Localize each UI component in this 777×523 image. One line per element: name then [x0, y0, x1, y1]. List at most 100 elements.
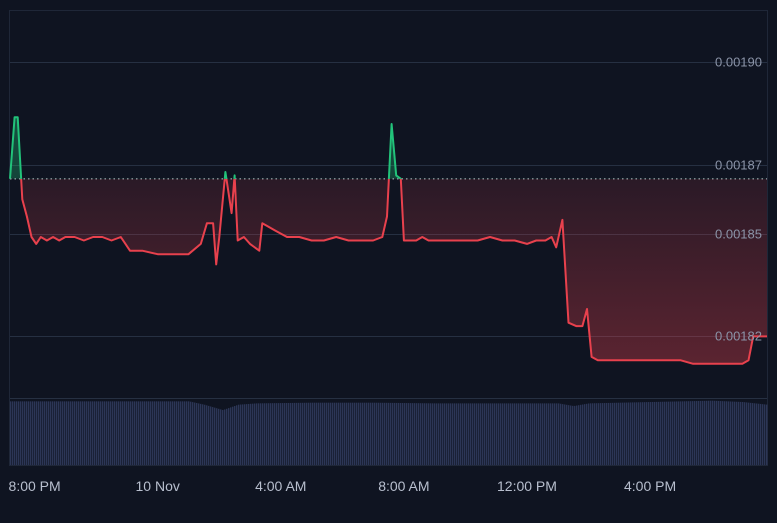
volume-bar — [762, 404, 764, 465]
volume-bar — [664, 401, 666, 465]
volume-bar — [18, 401, 20, 465]
volume-bar — [106, 401, 108, 465]
volume-bar — [152, 401, 154, 465]
volume-bar — [496, 403, 498, 465]
volume-bar — [708, 400, 710, 465]
volume-bar — [206, 405, 208, 465]
volume-bar — [54, 401, 56, 465]
volume-bar — [192, 402, 194, 465]
volume-bar — [376, 402, 378, 465]
volume-bar — [350, 402, 352, 465]
volume-bar — [334, 402, 336, 465]
volume-bar — [436, 403, 438, 465]
volume-bar — [124, 401, 126, 465]
volume-bar — [220, 409, 222, 465]
volume-bar — [568, 405, 570, 465]
volume-bar — [226, 408, 228, 465]
volume-bar — [194, 402, 196, 465]
volume-bar — [560, 403, 562, 465]
volume-bar — [626, 402, 628, 465]
volume-bar — [712, 400, 714, 465]
volume-bar — [526, 403, 528, 465]
volume-bar — [692, 401, 694, 465]
volume-bar — [62, 401, 64, 465]
volume-bar — [26, 401, 28, 465]
volume-bar — [484, 403, 486, 465]
volume-bar — [402, 403, 404, 465]
area-fill — [10, 117, 767, 364]
volume-bar — [528, 403, 530, 465]
volume-bar — [460, 403, 462, 465]
volume-bar — [574, 405, 576, 465]
volume-bar — [502, 403, 504, 465]
volume-bar — [534, 403, 536, 465]
volume-bar — [186, 401, 188, 465]
volume-bar — [50, 401, 52, 465]
volume-bar — [84, 401, 86, 465]
volume-bar — [328, 402, 330, 465]
volume-bar — [30, 401, 32, 465]
volume-bar — [580, 404, 582, 465]
y-axis: 0.00190 0.00187 0.00185 0.00182 — [715, 55, 762, 344]
volume-bar — [662, 401, 664, 465]
volume-bar — [392, 402, 394, 465]
volume-bar — [348, 402, 350, 465]
volume-bar — [12, 401, 14, 465]
volume-bar — [10, 401, 12, 465]
volume-bar — [640, 402, 642, 465]
volume-bar — [272, 403, 274, 465]
volume-bar — [590, 403, 592, 465]
volume-bar — [214, 407, 216, 465]
volume-bar — [228, 408, 230, 465]
volume-bar — [672, 401, 674, 465]
volume-bar — [246, 404, 248, 465]
volume-bar — [656, 401, 658, 465]
x-tick-label: 4:00 PM — [624, 478, 676, 494]
y-tick-label: 0.00182 — [715, 329, 762, 344]
volume-bar — [736, 401, 738, 465]
volume-bar — [448, 403, 450, 465]
x-axis: 8:00 PM 10 Nov 4:00 AM 8:00 AM 12:00 PM 4:00 … — [9, 478, 677, 494]
volume-bar — [398, 402, 400, 465]
volume-bar — [524, 403, 526, 465]
volume-bar — [282, 403, 284, 465]
volume-bar — [418, 403, 420, 465]
volume-bar — [384, 402, 386, 465]
volume-bar — [302, 402, 304, 465]
volume-bar — [680, 401, 682, 465]
volume-bar — [40, 401, 42, 465]
volume-bar — [584, 404, 586, 465]
volume-bar — [170, 401, 172, 465]
volume-bar — [178, 401, 180, 465]
volume-bar — [218, 408, 220, 465]
volume-bar — [266, 403, 268, 465]
volume-bar — [698, 400, 700, 465]
volume-bar — [454, 403, 456, 465]
volume-bar — [284, 403, 286, 465]
volume-bar — [750, 402, 752, 465]
volume-bar — [212, 407, 214, 465]
volume-bar — [88, 401, 90, 465]
volume-bar — [216, 408, 218, 465]
volume-layer — [10, 400, 768, 465]
volume-bar — [320, 402, 322, 465]
volume-bar — [184, 401, 186, 465]
volume-bar — [462, 403, 464, 465]
volume-bar — [576, 405, 578, 465]
volume-bar — [682, 401, 684, 465]
volume-bar — [592, 403, 594, 465]
volume-bar — [552, 403, 554, 465]
volume-bar — [732, 401, 734, 465]
volume-bar — [242, 404, 244, 465]
volume-bar — [678, 401, 680, 465]
volume-bar — [530, 403, 532, 465]
volume-bar — [336, 402, 338, 465]
volume-bar — [618, 402, 620, 465]
volume-bar — [380, 402, 382, 465]
volume-bar — [322, 402, 324, 465]
volume-bar — [42, 401, 44, 465]
volume-bar — [564, 404, 566, 465]
volume-bar — [74, 401, 76, 465]
